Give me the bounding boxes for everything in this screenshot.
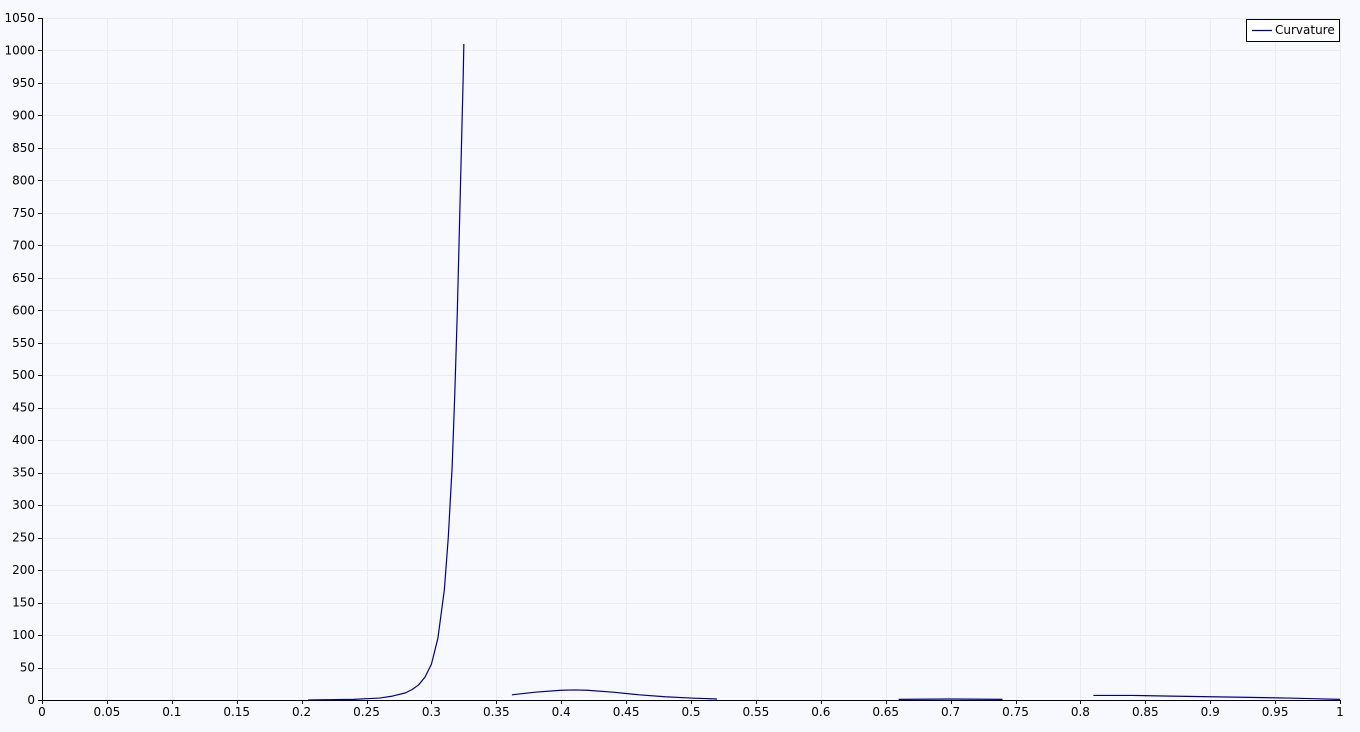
x-tick-label: 0.95 xyxy=(1262,705,1289,719)
y-tick-label: 400 xyxy=(12,433,35,447)
x-tick-label: 0.1 xyxy=(162,705,181,719)
x-tick-label: 0.55 xyxy=(743,705,770,719)
x-tick-label: 0.8 xyxy=(1071,705,1090,719)
series-line-curvature xyxy=(512,690,717,699)
y-tick-label: 1000 xyxy=(4,43,35,57)
x-tick-label: 0.75 xyxy=(1002,705,1029,719)
y-tick-label: 250 xyxy=(12,531,35,545)
x-tick-label: 0.3 xyxy=(422,705,441,719)
legend[interactable]: Curvature xyxy=(1247,20,1340,42)
x-tick-label: 0.65 xyxy=(872,705,899,719)
y-tick-label: 650 xyxy=(12,271,35,285)
x-tick-label: 0.15 xyxy=(223,705,250,719)
x-tick-label: 0.2 xyxy=(292,705,311,719)
y-tick-label: 50 xyxy=(20,661,35,675)
x-tick-label: 0.4 xyxy=(552,705,571,719)
x-tick-label: 0.7 xyxy=(941,705,960,719)
series-line-curvature xyxy=(1093,695,1340,699)
series xyxy=(308,44,1340,700)
x-tick-label: 0 xyxy=(38,705,46,719)
legend-label: Curvature xyxy=(1275,23,1335,37)
series-line-curvature xyxy=(308,44,464,700)
grid xyxy=(42,18,1341,701)
axes: 0 0.05 0.1 0.15 0.2 0.25 0.3 0.35 0.4 0.45 0.5 0.55… xyxy=(4,11,1343,719)
y-tick-label: 500 xyxy=(12,368,35,382)
y-tick-label: 900 xyxy=(12,108,35,122)
x-tick-label: 0.6 xyxy=(811,705,830,719)
y-tick-label: 950 xyxy=(12,76,35,90)
y-tick-label: 0 xyxy=(27,693,35,707)
y-tick-label: 850 xyxy=(12,141,35,155)
y-tick-label: 150 xyxy=(12,596,35,610)
x-tick-label: 0.45 xyxy=(613,705,640,719)
y-tick-label: 800 xyxy=(12,173,35,187)
x-tick-label: 0.05 xyxy=(94,705,121,719)
x-tick-label: 1 xyxy=(1336,705,1344,719)
x-tick-label: 0.25 xyxy=(353,705,380,719)
x-tick-label: 0.5 xyxy=(681,705,700,719)
y-tick-label: 600 xyxy=(12,303,35,317)
x-tick-label: 0.35 xyxy=(483,705,510,719)
y-tick-label: 450 xyxy=(12,401,35,415)
y-tick-label: 100 xyxy=(12,628,35,642)
y-tick-label: 750 xyxy=(12,206,35,220)
x-tick-label: 0.85 xyxy=(1132,705,1159,719)
y-tick-label: 550 xyxy=(12,336,35,350)
y-tick-label: 1050 xyxy=(4,11,35,25)
y-tick-label: 700 xyxy=(12,238,35,252)
y-tick-label: 200 xyxy=(12,563,35,577)
y-tick-label: 300 xyxy=(12,498,35,512)
x-tick-label: 0.9 xyxy=(1201,705,1220,719)
y-tick-label: 350 xyxy=(12,466,35,480)
